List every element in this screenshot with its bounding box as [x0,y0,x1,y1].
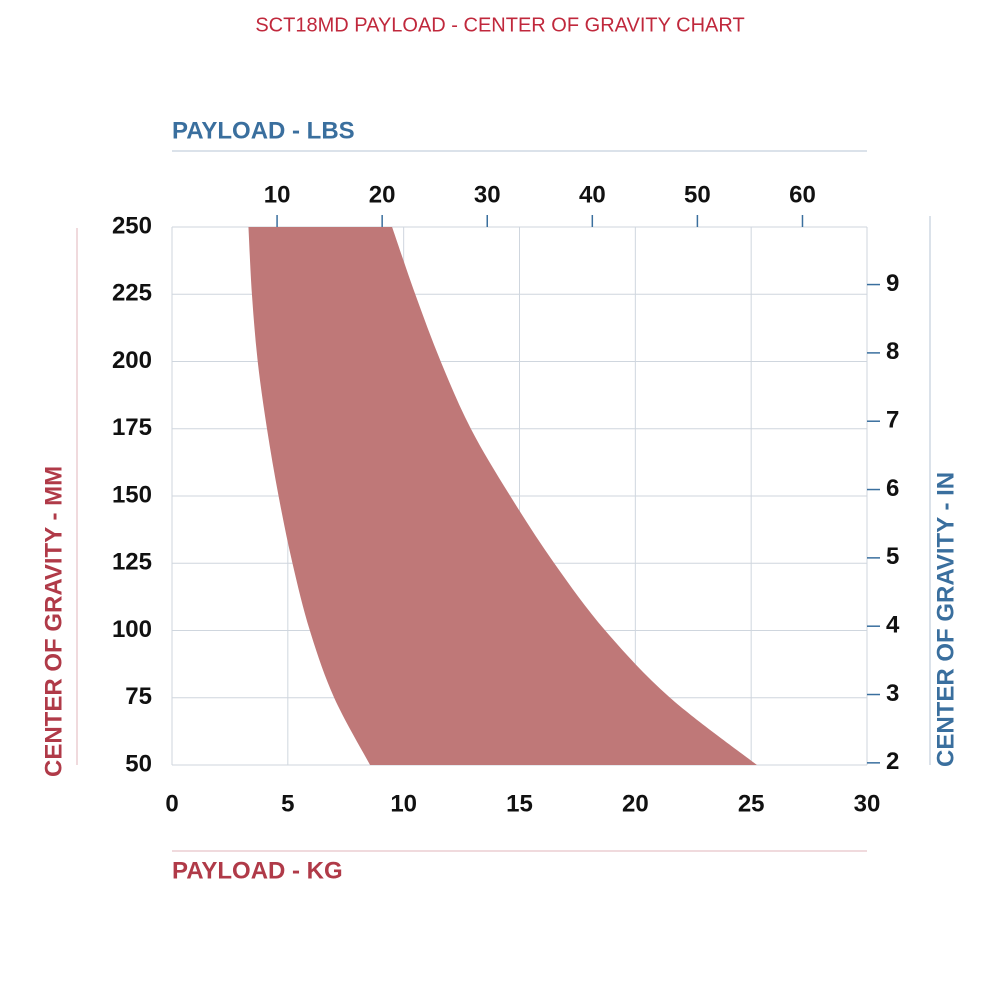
x2-tick-label: 60 [789,181,816,208]
x2-tick-label: 40 [579,181,606,208]
y-tick-label: 75 [125,683,152,710]
y2-tick-label: 9 [886,270,899,297]
y2-tick-label: 7 [886,407,899,434]
y2-tick-label: 8 [886,338,899,365]
y2-tick-label: 3 [886,680,899,707]
y-axis-label: CENTER OF GRAVITY - MM [40,466,67,777]
y2-tick-label: 4 [886,612,900,639]
y-tick-label: 50 [125,750,152,777]
y-tick-label: 175 [112,414,152,441]
y-tick-label: 125 [112,549,152,576]
x-axis-label: PAYLOAD - KG [172,857,343,884]
y-tick-label: 225 [112,280,152,307]
y2-tick-label: 6 [886,475,899,502]
x2-axis-label: PAYLOAD - LBS [172,117,355,144]
x-tick-label: 10 [390,790,417,817]
y2-axis-label: CENTER OF GRAVITY - IN [932,472,959,767]
x2-tick-label: 10 [264,181,291,208]
y-tick-label: 100 [112,616,152,643]
x-tick-label: 0 [165,790,178,817]
x-tick-label: 15 [506,790,533,817]
range-band [248,227,757,765]
x-tick-label: 20 [622,790,649,817]
y-tick-label: 150 [112,481,152,508]
x2-tick-label: 30 [474,181,501,208]
y-tick-label: 200 [112,347,152,374]
chart-title: SCT18MD PAYLOAD - CENTER OF GRAVITY CHAR… [255,14,744,36]
x-tick-label: 30 [854,790,881,817]
y2-tick-label: 2 [886,748,899,775]
x2-tick-label: 20 [369,181,396,208]
x-tick-label: 5 [281,790,294,817]
y-tick-label: 250 [112,212,152,239]
x2-tick-label: 50 [684,181,711,208]
y2-tick-label: 5 [886,543,899,570]
x-tick-label: 25 [738,790,765,817]
